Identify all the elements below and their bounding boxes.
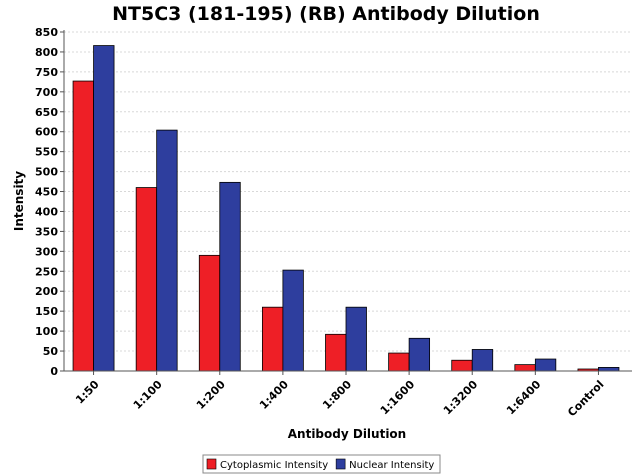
y-tick-label: 100 bbox=[35, 325, 58, 338]
legend-entry: Cytoplasmic Intensity bbox=[220, 460, 328, 471]
x-tick-label: 1:400 bbox=[257, 378, 291, 412]
bar bbox=[325, 333, 347, 372]
y-tick-label: 250 bbox=[35, 265, 58, 278]
bar bbox=[408, 337, 431, 372]
bar bbox=[282, 269, 304, 372]
bar bbox=[514, 364, 536, 372]
y-tick-label: 0 bbox=[50, 365, 58, 378]
legend-swatch bbox=[206, 458, 217, 470]
x-tick-label: 1:3200 bbox=[441, 378, 481, 418]
y-tick-label: 700 bbox=[35, 86, 58, 99]
y-axis-label: Intensity bbox=[12, 171, 26, 231]
x-tick-label: 1:200 bbox=[194, 378, 228, 412]
x-tick-label: 1:1600 bbox=[378, 378, 418, 418]
y-axis: 0 50 100 150 200 250 300 350 400 450 500 550 600 650 7… bbox=[35, 26, 65, 378]
x-tick-label: 1:100 bbox=[131, 378, 165, 412]
bar bbox=[598, 367, 620, 372]
bar bbox=[93, 45, 115, 372]
y-tick-label: 600 bbox=[35, 126, 58, 139]
bar bbox=[135, 187, 158, 372]
bar bbox=[451, 359, 473, 372]
x-tick-label: 1:50 bbox=[73, 378, 102, 407]
chart-title: NT5C3 (181-195) (RB) Antibody Dilution bbox=[112, 3, 540, 25]
y-tick-label: 50 bbox=[43, 345, 59, 358]
bar bbox=[72, 80, 94, 372]
x-tick-label: 1:6400 bbox=[504, 378, 544, 418]
bar bbox=[219, 181, 241, 372]
y-tick-label: 350 bbox=[35, 225, 58, 238]
bar bbox=[156, 129, 178, 372]
bar bbox=[261, 306, 284, 372]
legend-swatch bbox=[335, 458, 346, 470]
y-tick-label: 150 bbox=[35, 305, 58, 318]
y-tick-label: 750 bbox=[35, 66, 58, 79]
y-tick-label: 500 bbox=[35, 166, 58, 179]
y-tick-label: 300 bbox=[35, 245, 58, 258]
grid bbox=[64, 31, 632, 352]
x-axis-label: Antibody Dilution bbox=[288, 427, 406, 441]
bar bbox=[471, 349, 494, 372]
x-tick-label: 1:800 bbox=[320, 378, 354, 412]
bars bbox=[72, 45, 620, 372]
y-tick-label: 650 bbox=[35, 106, 58, 119]
y-tick-label: 400 bbox=[35, 205, 58, 218]
y-tick-label: 800 bbox=[35, 46, 58, 59]
legend: Cytoplasmic Intensity Nuclear Intensity bbox=[202, 454, 441, 474]
y-tick-label: 550 bbox=[35, 146, 58, 159]
y-tick-label: 450 bbox=[35, 186, 58, 199]
y-tick-label: 850 bbox=[35, 26, 58, 39]
bar bbox=[198, 254, 221, 372]
y-tick-label: 200 bbox=[35, 285, 58, 298]
bar bbox=[345, 306, 367, 372]
x-tick-label: Control bbox=[565, 378, 606, 419]
legend-box bbox=[202, 454, 441, 474]
bar bbox=[388, 352, 410, 372]
bar bbox=[534, 358, 557, 372]
x-axis: 1:50 1:100 1:200 1:400 1:800 1:1600 1:3200 1:64… bbox=[64, 370, 632, 419]
legend-entry: Nuclear Intensity bbox=[349, 460, 434, 471]
